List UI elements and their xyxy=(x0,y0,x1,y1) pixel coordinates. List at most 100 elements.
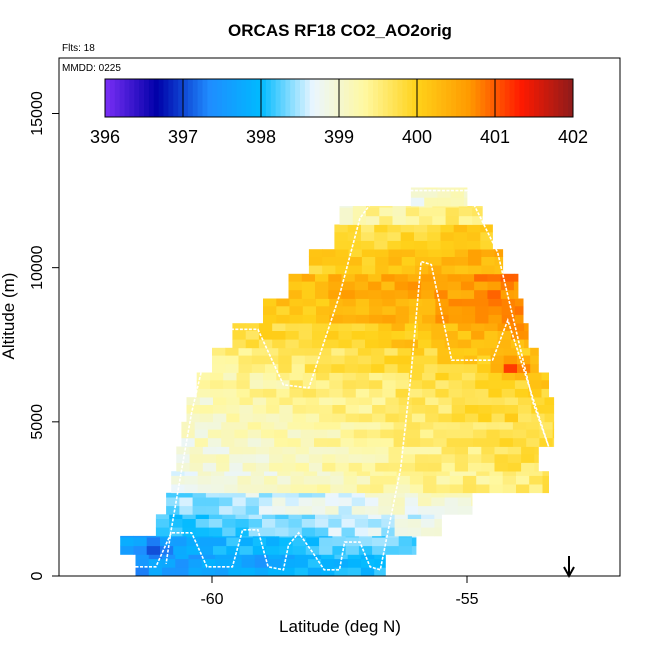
heatmap-cell xyxy=(194,437,209,447)
colorbar-segment xyxy=(358,79,364,117)
heatmap-cell xyxy=(529,471,543,476)
heatmap-cell xyxy=(339,206,354,208)
heatmap-cell xyxy=(424,188,438,198)
heatmap-cell xyxy=(252,535,267,538)
heatmap-cell xyxy=(225,355,239,365)
heatmap-cell xyxy=(332,397,347,405)
heatmap-cell xyxy=(381,518,395,528)
heatmap-cell xyxy=(431,330,445,340)
heatmap-cell xyxy=(213,404,227,414)
heatmap-cell xyxy=(307,567,322,577)
heatmap-cell xyxy=(278,355,292,365)
heatmap-cell xyxy=(232,323,247,331)
heatmap-cell xyxy=(268,554,282,560)
heatmap-cell xyxy=(451,413,466,423)
heatmap-cell xyxy=(467,231,481,241)
heatmap-cell xyxy=(461,305,476,315)
heatmap-cell xyxy=(474,289,488,299)
colorbar-segment xyxy=(339,79,345,117)
heatmap-cell xyxy=(404,339,419,349)
heatmap-cell xyxy=(475,298,489,307)
heatmap-cell xyxy=(292,404,307,414)
heatmap-cell xyxy=(383,475,398,485)
heatmap-cell xyxy=(192,505,207,515)
heatmap-cell xyxy=(446,429,461,439)
heatmap-cell xyxy=(420,437,434,447)
colorbar-tick-label: 400 xyxy=(402,127,432,147)
heatmap-cell xyxy=(440,224,455,233)
heatmap-cell xyxy=(407,518,422,528)
heatmap-cell xyxy=(276,372,290,381)
x-axis: -60 -55 xyxy=(200,576,479,608)
heatmap-cell xyxy=(225,347,239,356)
heatmap-cell xyxy=(407,273,422,282)
end-marker xyxy=(563,556,575,579)
heatmap-cell xyxy=(223,379,237,389)
colorbar-segment xyxy=(173,79,179,117)
heatmap-cell xyxy=(169,518,183,528)
heatmap-cell xyxy=(135,567,150,577)
heatmap-cell xyxy=(434,518,442,528)
heatmap-cell xyxy=(181,421,196,430)
heatmap-cell xyxy=(424,363,438,373)
colorbar-segment xyxy=(417,79,423,117)
heatmap-cell xyxy=(467,224,481,233)
heatmap-cell xyxy=(302,372,317,381)
heatmap-cell xyxy=(226,397,240,405)
heatmap-cell xyxy=(514,305,524,315)
heatmap-cell xyxy=(229,462,243,472)
heatmap-cell xyxy=(175,558,189,568)
heatmap-cell xyxy=(328,514,342,519)
heatmap-cell xyxy=(366,206,380,208)
heatmap-cell xyxy=(368,527,382,537)
heatmap-cell xyxy=(343,471,358,476)
heatmap-cell xyxy=(374,224,388,233)
heatmap-cell xyxy=(342,372,357,381)
heatmap-cell xyxy=(205,497,220,507)
heatmap-cell xyxy=(287,429,302,439)
colorbar-segment xyxy=(431,79,438,117)
heatmap-cell xyxy=(263,372,277,381)
heatmap-cell xyxy=(252,537,267,547)
colorbar-segment xyxy=(451,79,457,117)
heatmap-cell xyxy=(212,347,226,356)
heatmap-cell xyxy=(473,429,487,439)
heatmap-cell xyxy=(385,535,400,538)
heatmap-cell xyxy=(457,505,472,515)
heatmap-cell xyxy=(489,484,504,494)
heatmap-cell xyxy=(391,497,406,507)
heatmap-cell xyxy=(502,471,517,476)
heatmap-cell xyxy=(334,554,349,560)
heatmap-cell xyxy=(395,372,410,381)
heatmap-cell xyxy=(502,484,517,494)
y-axis: 0 5000 10000 15000 xyxy=(29,91,59,580)
colorbar-segment xyxy=(285,79,291,117)
heatmap-cell xyxy=(544,413,555,423)
heatmap-cell xyxy=(528,372,542,381)
heatmap-cell xyxy=(219,505,233,515)
heatmap-cell xyxy=(155,518,170,528)
heatmap-cell xyxy=(201,558,216,568)
heatmap-cell xyxy=(486,421,501,430)
heatmap-cell xyxy=(298,339,313,349)
heatmap-cell xyxy=(305,537,320,547)
heatmap-cell xyxy=(526,437,540,447)
heatmap-cell xyxy=(275,527,289,537)
colorbar-segment xyxy=(197,79,204,117)
colorbar-segment xyxy=(139,79,145,117)
heatmap-cell xyxy=(420,421,434,430)
heatmap-cell xyxy=(282,462,297,472)
heatmap-cell xyxy=(463,347,478,356)
heatmap-cell xyxy=(422,298,436,307)
heatmap-cell xyxy=(446,421,461,430)
heatmap-cell xyxy=(263,388,277,398)
heatmap-cell xyxy=(347,240,362,250)
heatmap-cell xyxy=(398,397,413,405)
heatmap-cell xyxy=(345,404,360,414)
heatmap-cell xyxy=(438,413,453,423)
heatmap-cell xyxy=(305,404,320,414)
heatmap-cell xyxy=(435,379,450,389)
heatmap-cell xyxy=(288,273,303,282)
heatmap-cell xyxy=(266,537,280,547)
heatmap-cell xyxy=(292,397,307,405)
